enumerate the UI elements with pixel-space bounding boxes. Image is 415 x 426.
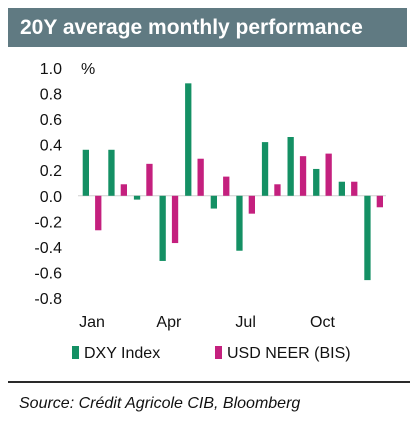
bar-usd-neer-nov (351, 181, 358, 196)
y-tick-label: 0.2 (40, 163, 62, 180)
bar-dxy-dec (364, 195, 371, 281)
bar-usd-neer-sep (299, 156, 307, 196)
bar-dxy-aug (261, 142, 269, 196)
bar-usd-neer-mar (146, 163, 153, 196)
y-axis-ticks: 1.0 0.8 0.6 0.4 0.2 0.0 -0.2 -0.4 -0.6 -0.8 (34, 61, 62, 308)
y-tick-label: 0.6 (40, 112, 62, 129)
y-tick-label: -0.8 (34, 291, 62, 308)
bar-usd-neer-jun (223, 176, 230, 196)
bar-usd-neer-aug (274, 184, 281, 196)
y-tick-label: -0.2 (34, 214, 62, 231)
legend-swatch (72, 346, 79, 359)
x-axis-ticks: Jan Apr Jul Oct (79, 314, 335, 331)
bar-usd-neer-jan (95, 195, 102, 231)
bar-dxy-jul (236, 195, 243, 251)
bar-chart: 1.0 0.8 0.6 0.4 0.2 0.0 -0.2 -0.4 -0.6 -0.8 % Jan… (34, 61, 386, 362)
bar-dxy-jan (82, 149, 89, 196)
bar-usd-neer-may (197, 158, 204, 196)
bar-dxy-nov (338, 181, 345, 196)
bar-dxy-jun (210, 195, 217, 209)
footer-divider (8, 381, 410, 383)
legend-label: DXY Index (84, 345, 160, 362)
bar-dxy-mar (133, 195, 141, 200)
y-tick-label: 0.8 (40, 87, 62, 104)
x-tick-label: Apr (156, 314, 182, 331)
source-note: Source: Crédit Agricole CIB, Bloomberg (19, 395, 301, 412)
y-tick-label: 0.4 (40, 138, 62, 155)
bar-usd-neer-dec (376, 195, 383, 208)
bar-usd-neer-feb (120, 184, 127, 196)
bar-usd-neer-apr (171, 195, 179, 244)
bar-dxy-sep (287, 137, 294, 196)
bar-usd-neer-oct (325, 153, 332, 196)
legend: DXY Index USD NEER (BIS) (72, 345, 351, 362)
x-tick-label: Oct (310, 314, 335, 331)
bar-dxy-apr (159, 195, 166, 261)
y-axis-unit-label: % (81, 61, 95, 78)
legend-swatch (215, 346, 222, 359)
bar-usd-neer-jul (248, 195, 255, 214)
chart-header: 20Y average monthly performance (8, 8, 407, 47)
legend-label: USD NEER (BIS) (227, 345, 351, 362)
x-tick-label: Jan (79, 314, 105, 331)
bar-dxy-feb (108, 149, 115, 196)
y-tick-label: 0.0 (40, 189, 62, 206)
bar-dxy-may (185, 83, 192, 196)
x-tick-label: Jul (235, 314, 255, 331)
bar-dxy-oct (313, 168, 320, 196)
y-tick-label: -0.6 (34, 265, 62, 282)
bars-group (82, 83, 383, 281)
chart-title: 20Y average monthly performance (20, 16, 363, 39)
y-tick-label: 1.0 (40, 61, 62, 78)
y-tick-label: -0.4 (34, 240, 62, 257)
